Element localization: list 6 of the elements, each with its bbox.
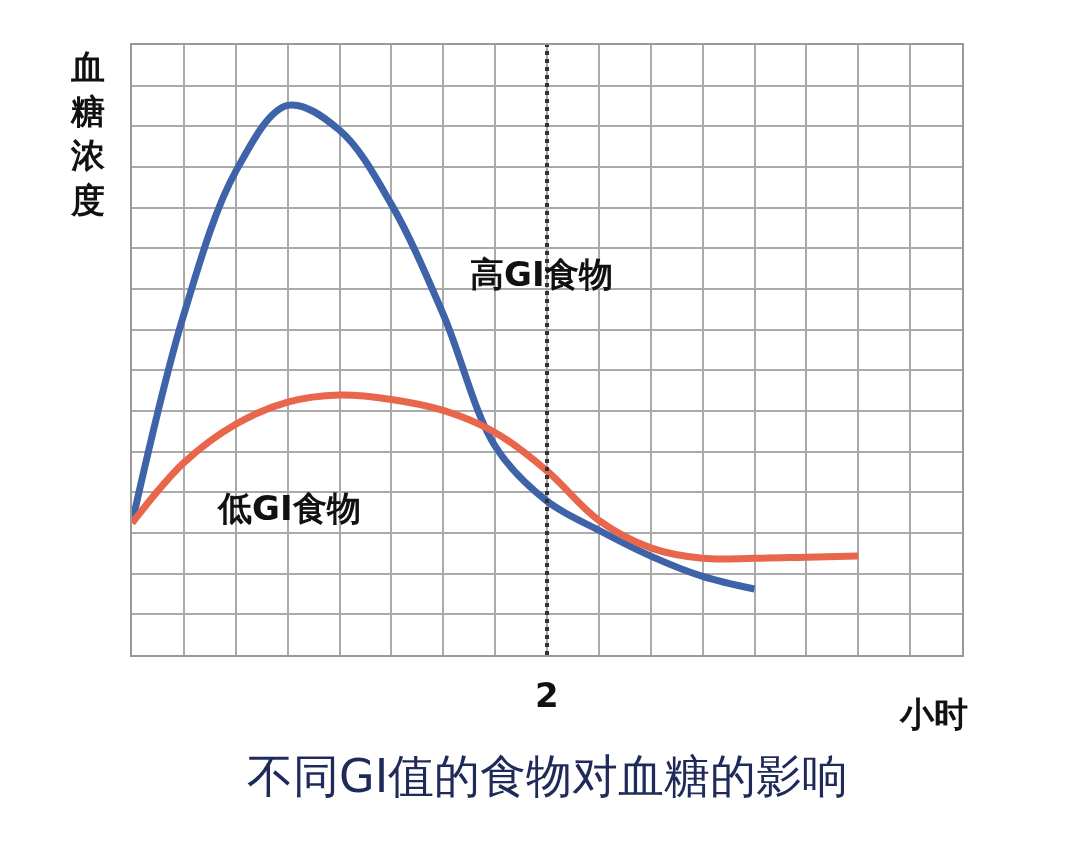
series-label: 高GI食物: [470, 254, 613, 294]
text: 不同GI值的食物对血糖的影响: [247, 749, 849, 803]
y-axis-title: 血糖浓度: [70, 47, 105, 220]
text: 2: [535, 675, 559, 715]
series-label: 低GI食物: [216, 488, 361, 528]
x-axis-title: 小时: [899, 694, 968, 734]
